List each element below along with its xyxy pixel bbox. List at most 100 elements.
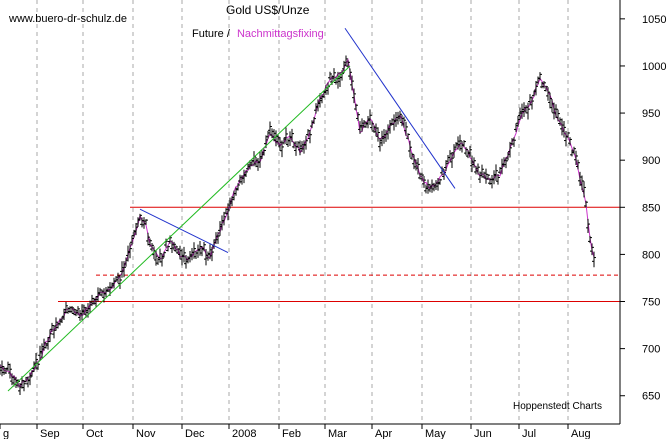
x-tick-label-7: Mar	[328, 428, 347, 439]
price-bar	[226, 203, 230, 221]
price-bar	[398, 110, 402, 122]
price-bar	[138, 213, 142, 221]
price-bar	[352, 88, 356, 104]
trend-lines	[7, 27, 456, 392]
price-bar	[544, 85, 548, 92]
price-bar	[222, 211, 226, 226]
price-bar	[262, 149, 266, 156]
price-bar	[554, 104, 558, 119]
price-bar	[584, 200, 588, 208]
price-bar	[34, 353, 38, 370]
price-bar	[422, 176, 426, 188]
vertical-grid	[36, 0, 569, 424]
price-bar	[504, 157, 508, 169]
price-bar	[526, 102, 530, 120]
price-bar	[538, 72, 542, 81]
y-tick-label-3: 800	[642, 249, 660, 261]
price-bar	[166, 245, 170, 252]
price-bar	[50, 322, 54, 332]
price-bar	[534, 81, 538, 96]
x-tick-label-1: Sep	[40, 428, 60, 439]
price-bar	[134, 222, 138, 236]
price-bar	[210, 246, 214, 262]
watermark: www.buero-dr-schulz.de	[8, 13, 127, 25]
chart-title: Gold US$/Unze	[226, 3, 310, 17]
price-bar	[468, 145, 472, 158]
price-bar	[54, 317, 58, 331]
price-bar	[370, 121, 374, 131]
price-bar	[174, 245, 178, 253]
price-bar	[350, 75, 354, 91]
y-tick-label-4: 850	[642, 202, 660, 214]
price-bar	[144, 219, 148, 225]
price-bar	[348, 68, 352, 80]
x-axis-ticks: g Sep Oct Nov Dec 2008 Feb Mar Apr May Jun Jul Aug	[0, 424, 591, 439]
y-tick-label-6: 950	[642, 108, 660, 120]
price-bar	[458, 134, 462, 151]
x-tick-label-4: Dec	[185, 428, 205, 439]
trend-line-1	[139, 208, 229, 253]
price-bar	[236, 183, 240, 191]
x-tick-label-11: Jul	[522, 428, 536, 439]
price-bar	[416, 158, 420, 175]
price-bar	[160, 253, 164, 267]
price-bar	[284, 127, 288, 145]
price-bar	[150, 243, 154, 252]
price-bar	[580, 175, 584, 191]
price-bar	[462, 140, 466, 147]
support-lines	[58, 206, 620, 303]
price-bar	[268, 121, 272, 136]
price-bar	[354, 103, 358, 111]
price-bar	[476, 163, 480, 175]
price-bar	[244, 170, 248, 177]
subtitle-prefix: Future /	[192, 28, 231, 40]
price-bar	[118, 274, 122, 290]
y-tick-label-1: 700	[642, 344, 660, 356]
price-bar	[508, 141, 512, 158]
price-bar	[192, 242, 196, 259]
x-tick-label-8: Apr	[375, 428, 392, 439]
x-tick-label-0: g	[3, 428, 9, 439]
price-bar	[202, 242, 206, 252]
price-bar	[472, 157, 476, 168]
price-bar	[304, 135, 308, 150]
price-bar	[290, 128, 294, 143]
price-bar	[148, 238, 152, 247]
price-bar	[452, 144, 456, 158]
price-bar	[542, 81, 546, 89]
trend-line-2	[344, 27, 456, 189]
chart-subtitle: Future / Nachmittagsfixing	[192, 28, 324, 40]
price-bar	[128, 242, 132, 259]
y-tick-label-8: 1050	[642, 14, 666, 26]
price-bar	[494, 164, 498, 181]
price-bar	[464, 147, 468, 156]
price-bar	[172, 241, 176, 251]
price-bar	[64, 301, 68, 314]
price-bar	[164, 238, 168, 248]
y-axis-ticks: 650 700 750 800 850 900 950 1000 1050	[620, 14, 666, 403]
price-bar	[376, 127, 380, 142]
y-tick-label-2: 750	[642, 297, 660, 309]
price-bar	[404, 121, 408, 136]
price-bar	[512, 137, 516, 147]
price-bar	[328, 71, 332, 81]
price-bar	[216, 231, 220, 244]
price-bar	[368, 109, 372, 125]
price-bar	[480, 164, 484, 178]
y-tick-label-0: 650	[642, 391, 660, 403]
price-bar	[582, 181, 586, 198]
x-tick-label-9: May	[425, 428, 446, 439]
price-series	[0, 55, 596, 396]
price-bar	[592, 251, 596, 268]
price-bar	[76, 306, 80, 316]
price-bar	[530, 96, 534, 110]
price-bar	[548, 92, 552, 109]
y-tick-label-5: 900	[642, 155, 660, 167]
price-bar	[420, 172, 424, 182]
price-bar	[440, 166, 444, 176]
price-bar	[130, 235, 134, 246]
source-label: Hoppenstedt Charts	[513, 401, 602, 412]
price-bar	[70, 306, 74, 314]
